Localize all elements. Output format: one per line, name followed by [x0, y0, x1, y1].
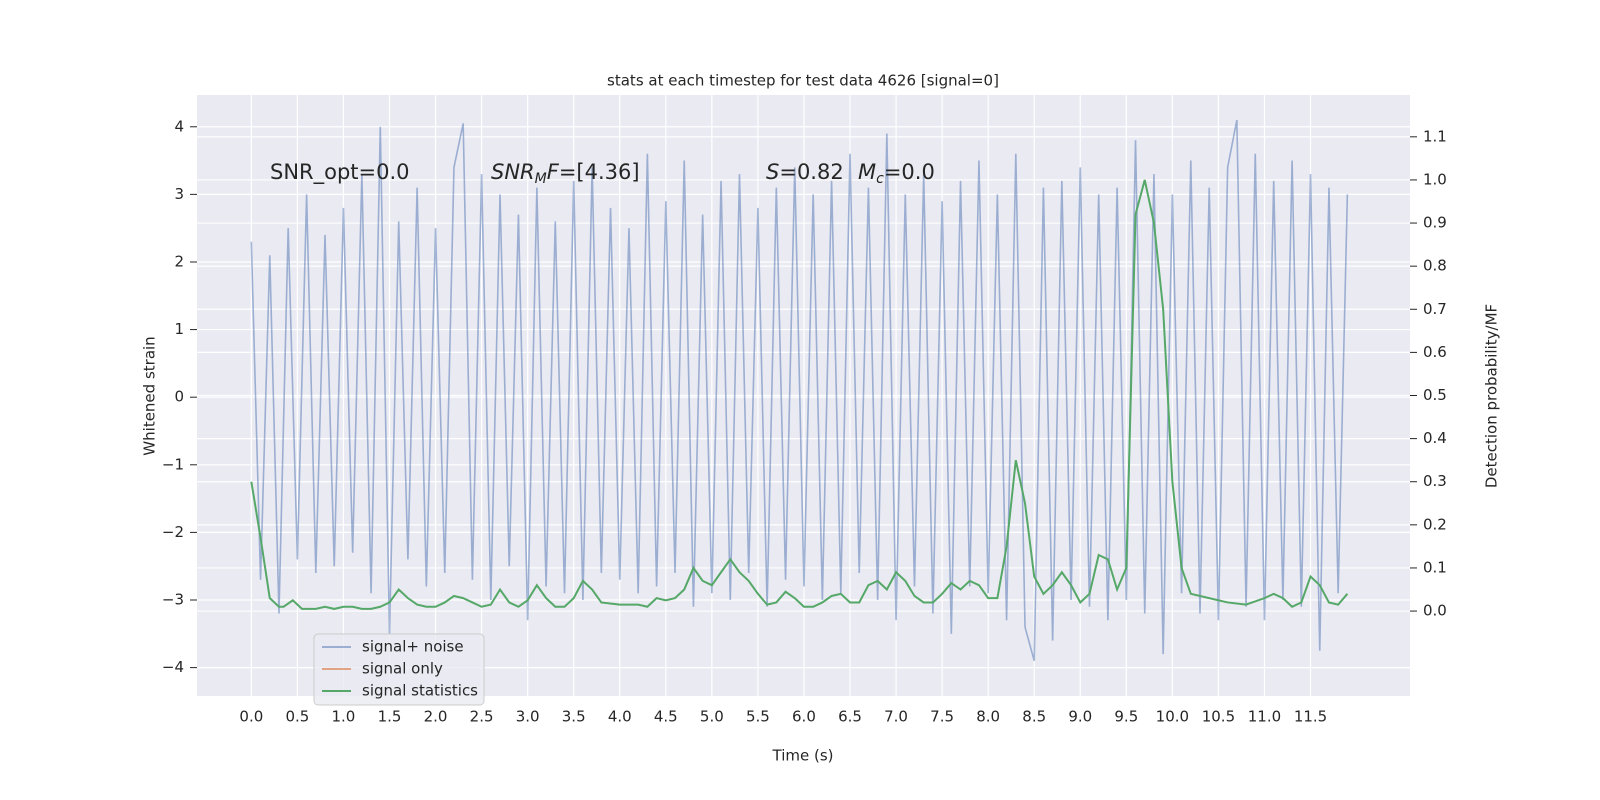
x-tick-label: 0.0 — [239, 708, 263, 726]
annotation: SNRMF=[4.36] — [491, 160, 640, 187]
annotation-part: M — [858, 160, 876, 184]
x-tick-label: 6.0 — [792, 708, 816, 726]
x-tick-label: 2.0 — [424, 708, 448, 726]
x-tick-label: 8.5 — [1022, 708, 1046, 726]
y-tick-label: 4 — [174, 117, 184, 135]
x-axis-label: Time (s) — [772, 747, 834, 765]
series-line — [250, 119, 1349, 662]
y-tick-label: 3 — [174, 185, 184, 203]
x-tick-label: 5.0 — [700, 708, 724, 726]
y2-tick-label: 0.1 — [1423, 558, 1447, 576]
x-tick-label: 3.0 — [516, 708, 540, 726]
x-tick-label: 3.5 — [562, 708, 586, 726]
x-tick-label: 11.0 — [1248, 708, 1281, 726]
x-tick-label: 9.0 — [1068, 708, 1092, 726]
x-tick-label: 1.0 — [332, 708, 356, 726]
annotation-part: SNR_opt=0.0 — [270, 160, 410, 185]
legend-label: signal only — [362, 660, 443, 678]
x-tick-label: 11.5 — [1294, 708, 1327, 726]
y2-tick-label: 0.3 — [1423, 472, 1447, 490]
y2-tick-label: 1.1 — [1423, 127, 1447, 145]
y-tick-label: −1 — [162, 455, 184, 473]
annotation: S=0.82 — [766, 160, 844, 184]
chart-title: stats at each timestep for test data 462… — [607, 72, 999, 90]
x-tick-label: 10.5 — [1202, 708, 1235, 726]
x-tick-label: 7.5 — [930, 708, 954, 726]
annotation-part: =[4.36] — [559, 160, 640, 184]
series-line — [250, 179, 1349, 610]
annotation-part: M — [535, 171, 547, 187]
y-tick-label: 2 — [174, 252, 184, 270]
y-tick-label: −4 — [162, 658, 184, 676]
annotation: SNR_opt=0.0 — [270, 160, 410, 185]
legend-label: signal statistics — [362, 682, 478, 700]
legend-box — [313, 633, 485, 706]
x-tick-label: 1.5 — [378, 708, 402, 726]
annotation-part: S — [766, 160, 779, 184]
y2-tick-label: 0.9 — [1423, 214, 1447, 232]
x-tick-label: 5.5 — [746, 708, 770, 726]
y2-tick-label: 0.4 — [1423, 429, 1447, 447]
y2-tick-label: 0.5 — [1423, 386, 1447, 404]
y2-tick-label: 0.6 — [1423, 343, 1447, 361]
x-tick-label: 9.5 — [1114, 708, 1138, 726]
x-tick-label: 10.0 — [1156, 708, 1189, 726]
y2-tick-label: 0.2 — [1423, 515, 1447, 533]
x-tick-label: 2.5 — [470, 708, 494, 726]
x-tick-label: 7.0 — [884, 708, 908, 726]
annotation-part: F — [547, 160, 560, 184]
x-tick-label: 6.5 — [838, 708, 862, 726]
x-tick-label: 4.5 — [654, 708, 678, 726]
y-tick-label: 1 — [174, 320, 184, 338]
x-tick-label: 0.5 — [285, 708, 309, 726]
x-tick-label: 8.0 — [976, 708, 1000, 726]
y2-tick-label: 0.7 — [1423, 300, 1447, 318]
legend-label: signal+ noise — [362, 638, 464, 656]
annotation-part: c — [876, 171, 884, 187]
y-tick-label: −2 — [162, 523, 184, 541]
y-axis-label: Whitened strain — [141, 336, 159, 455]
x-tick-label: 4.0 — [608, 708, 632, 726]
y2-axis-label: Detection probability/MF — [1483, 304, 1501, 488]
annotation-part: SNR — [491, 160, 535, 184]
annotation: Mc=0.0 — [858, 160, 935, 187]
y2-tick-label: 0.0 — [1423, 602, 1447, 620]
annotation-part: =0.0 — [884, 160, 935, 184]
y2-tick-label: 1.0 — [1423, 170, 1447, 188]
y-tick-label: 0 — [174, 388, 184, 406]
y2-tick-label: 0.8 — [1423, 257, 1447, 275]
annotation-part: =0.82 — [779, 160, 843, 184]
y-tick-label: −3 — [162, 591, 184, 609]
